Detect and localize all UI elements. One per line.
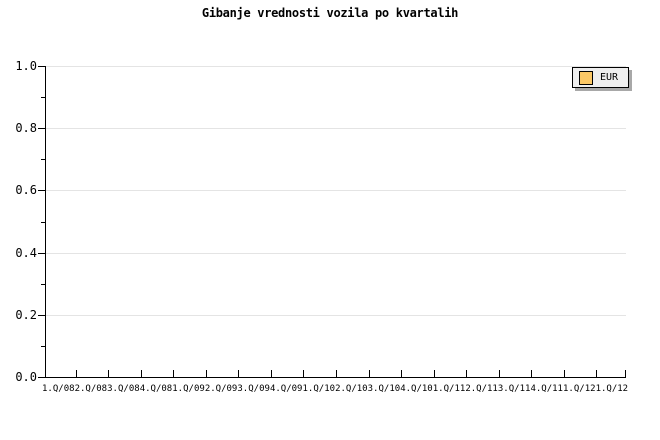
x-tick-label: 2.Q/10 [335,384,368,394]
x-tick-label: 1.Q/10 [302,384,336,394]
x-tick-label: 1.Q/09 [172,384,205,394]
y-tick-label: 0.4 [15,246,37,260]
x-tick-label: 1.Q/12 [595,384,629,394]
x-tick [434,370,435,377]
x-tick-label: 4.Q/11 [530,384,563,394]
x-tick [141,370,142,377]
chart-title: Gibanje vrednosti vozila po kvartalih [201,6,459,20]
x-tick [466,370,467,377]
y-minor-tick [41,97,45,98]
x-tick [596,370,597,377]
x-tick-label: 4.Q/09 [269,384,303,394]
y-tick-label: 1.0 [15,59,37,73]
y-axis: 0.0 0.2 0.4 0.6 0.8 1.0 [0,59,37,384]
x-tick [499,370,500,377]
x-tick-label: 1.Q/11 [432,384,466,394]
x-tick [206,370,207,377]
y-tick-label: 0.2 [15,308,37,322]
legend-swatch-eur [579,70,593,85]
x-tick-label: 3.Q/10 [367,384,401,394]
plot-area: EUR [38,66,629,378]
x-tick [238,370,239,377]
x-tick [173,370,174,377]
y-major-tick [38,377,45,378]
y-tick-label: 0.0 [15,370,37,384]
x-tick-label: 4.Q/10 [400,384,433,394]
gridline [46,253,626,254]
y-major-tick [38,128,45,129]
y-major-tick [38,66,45,67]
x-tick-label: 3.Q/09 [237,384,270,394]
x-tick [564,370,565,377]
y-minor-tick [41,222,45,223]
y-major-tick [38,253,45,254]
gridline [46,128,626,129]
gridline [46,315,626,316]
x-tick [108,370,109,377]
x-tick [401,370,402,377]
x-axis-end-tick [625,370,626,377]
x-tick-label: 3.Q/11 [497,384,531,394]
y-minor-tick [41,284,45,285]
y-minor-tick [41,346,45,347]
x-tick-label: 4.Q/08 [139,384,173,394]
gridline [46,66,626,67]
x-tick-label: 1.Q/12 [563,384,596,394]
y-major-tick [38,315,45,316]
x-tick-label: 1.Q/08 [42,384,75,394]
legend-label: EUR [600,71,619,83]
legend: EUR [572,67,629,88]
x-tick [369,370,370,377]
x-tick-label: 2.Q/09 [204,384,238,394]
x-tick-label: 2.Q/11 [465,384,498,394]
x-tick-label: 2.Q/08 [74,384,108,394]
x-tick [303,370,304,377]
gridline [46,190,626,191]
x-tick [76,370,77,377]
x-tick [336,370,337,377]
y-major-tick [38,190,45,191]
x-tick [271,370,272,377]
x-axis: 1.Q/08 2.Q/08 3.Q/08 4.Q/08 1.Q/09 2.Q/09 3.Q/… [42,383,628,395]
y-tick-label: 0.8 [15,121,37,135]
y-minor-tick [41,159,45,160]
x-tick [531,370,532,377]
y-tick-label: 0.6 [15,183,37,197]
x-tick-label: 3.Q/08 [107,384,140,394]
